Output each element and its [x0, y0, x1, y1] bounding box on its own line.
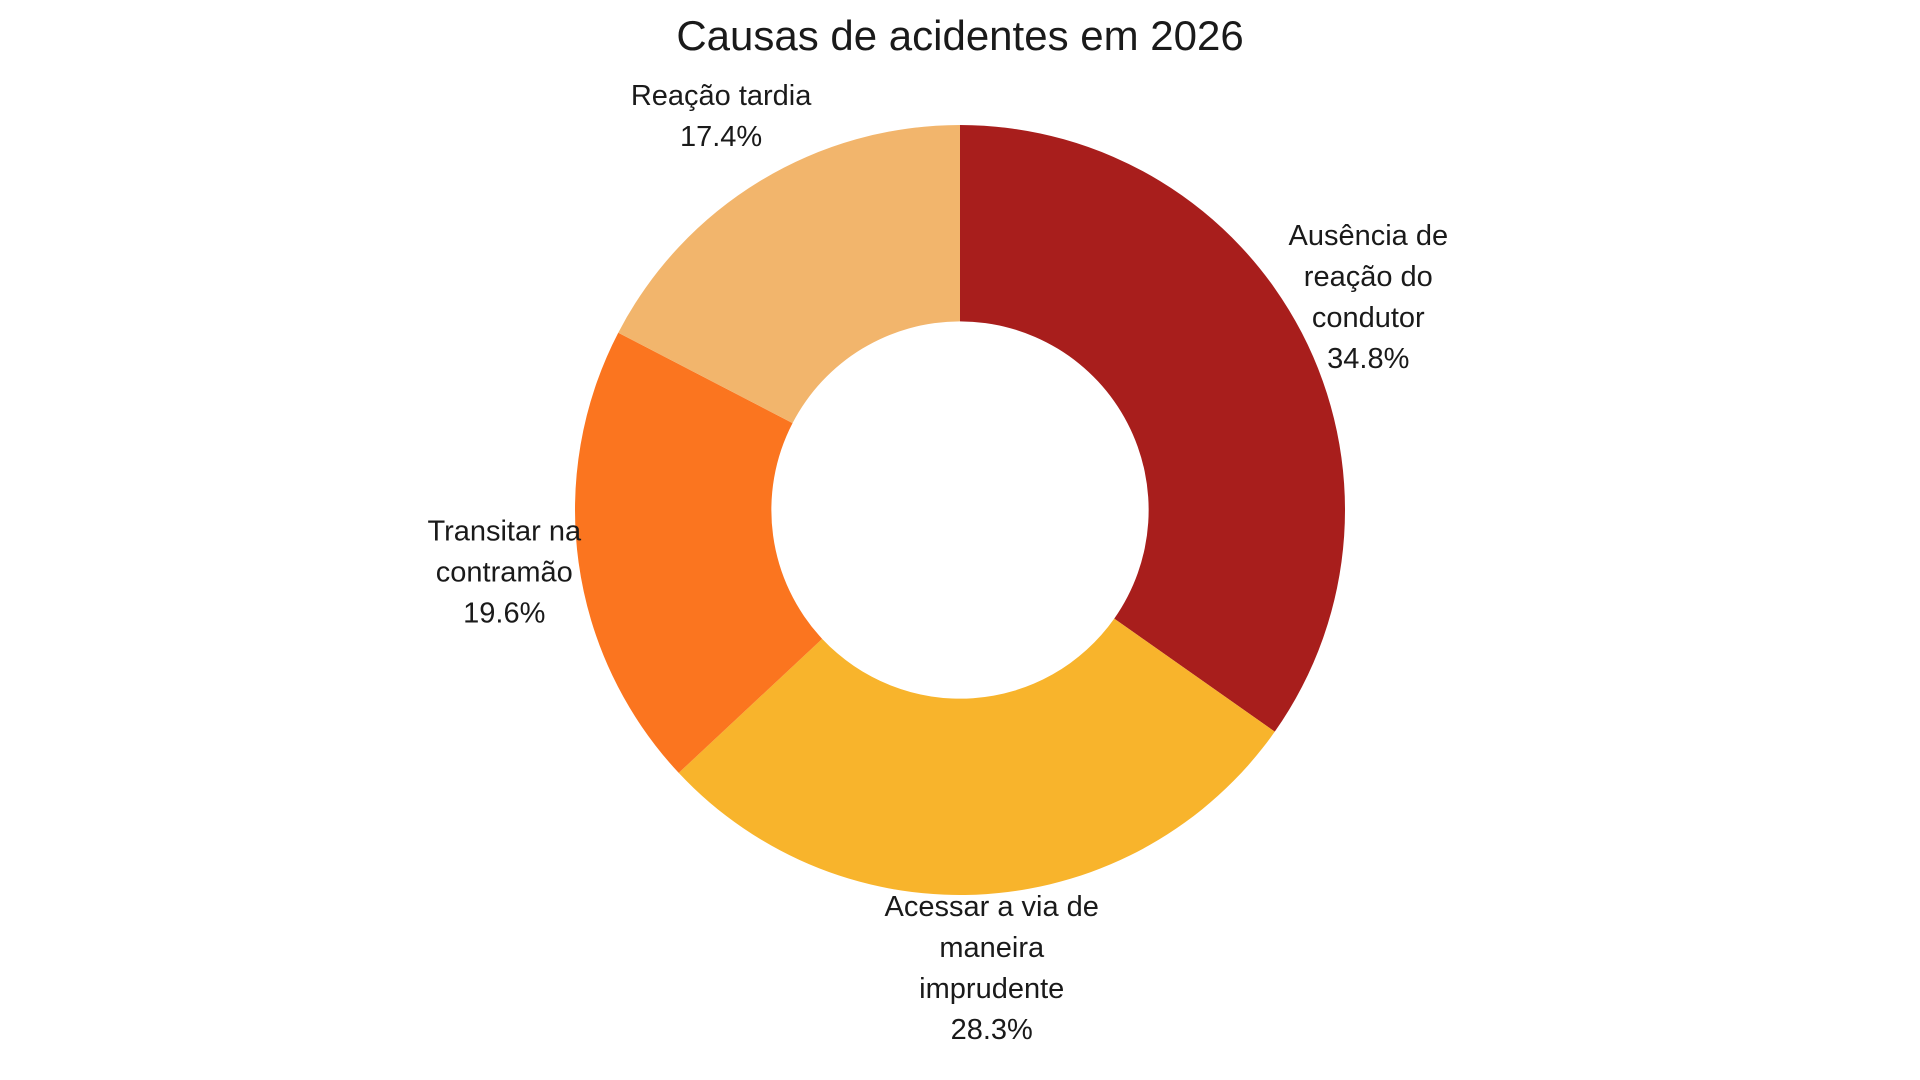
slice-percent: 19.6%	[463, 597, 546, 630]
slice-label-line: reação do	[1303, 261, 1433, 294]
slice-label-2: Transitar na contramão 19.6%	[427, 511, 581, 634]
slice-label-line: contramão	[435, 556, 573, 589]
slice-label-line: maneira	[939, 931, 1045, 964]
slice-label-line: imprudente	[919, 972, 1065, 1005]
slice-label-3: Reação tardia 17.4%	[631, 76, 812, 158]
slice-label-line: condutor	[1311, 302, 1425, 335]
slice-label-line: Acessar a via de	[884, 890, 1099, 923]
slice-label-line: Reação tardia	[630, 79, 812, 112]
slice-percent: 28.3%	[950, 1013, 1033, 1046]
slice-label-1: Acessar a via de maneira imprudente 28.3%	[885, 887, 1099, 1051]
pie-slice-1	[678, 618, 1275, 896]
slice-label-line: Ausência de	[1288, 220, 1449, 253]
chart-title: Causas de acidentes em 2026	[676, 12, 1244, 59]
pie-slice-3	[618, 125, 960, 424]
slice-percent: 34.8%	[1327, 343, 1410, 376]
slice-percent: 17.4%	[679, 120, 763, 153]
pie-slice-0	[960, 124, 1346, 732]
pie-slice-2	[575, 332, 823, 773]
slice-label-line: Transitar na	[427, 515, 582, 548]
slice-label-0: Ausência de reação do condutor 34.8%	[1288, 216, 1448, 380]
